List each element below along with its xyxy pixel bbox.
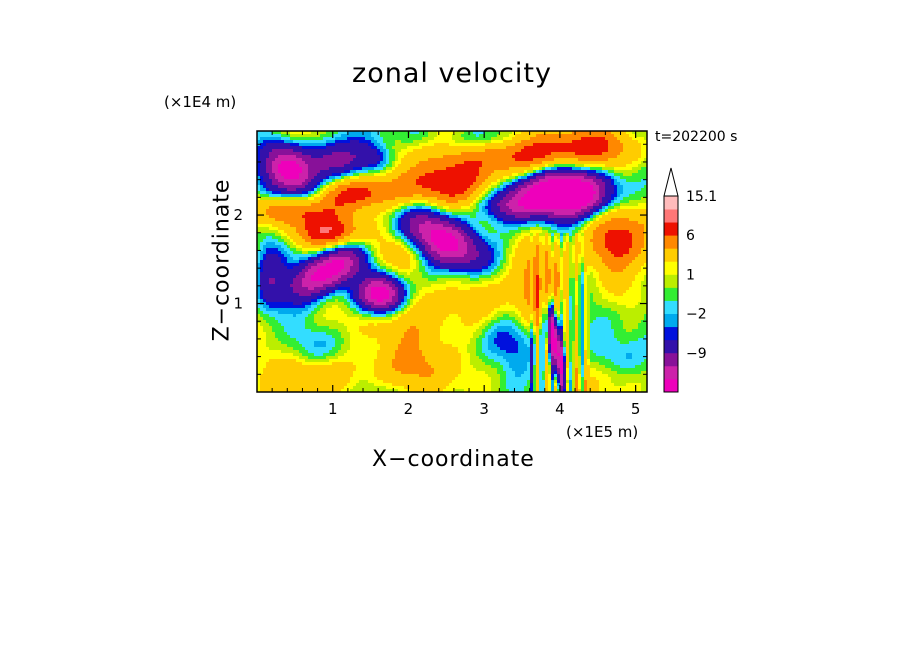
colorbar-swatch xyxy=(664,365,678,380)
colorbar-swatch xyxy=(664,339,678,354)
colorbar-swatch xyxy=(664,261,678,275)
colorbar-swatch xyxy=(664,196,678,210)
colorbar-label: 1 xyxy=(686,267,695,283)
colorbar-label: 6 xyxy=(686,228,695,244)
x-axis-unit: (×1E5 m) xyxy=(566,423,639,441)
colorbar-swatch xyxy=(664,313,678,328)
x-tick-label: 4 xyxy=(555,400,565,418)
colorbar-swatch xyxy=(664,300,678,314)
y-tick-label: 1 xyxy=(233,295,243,313)
x-tick-label: 1 xyxy=(328,400,338,418)
colorbar-swatch xyxy=(664,209,678,223)
time-label: t=202200 s xyxy=(655,129,738,145)
colorbar-label: 15.1 xyxy=(686,189,717,205)
colorbar-extend-arrow xyxy=(663,167,679,197)
colorbar-swatch xyxy=(664,222,678,236)
plot-frame xyxy=(256,130,648,393)
x-tick-label: 2 xyxy=(404,400,414,418)
colorbar-swatch xyxy=(664,274,678,288)
axes: 1 2 3 4 5 1 2 xyxy=(233,131,647,418)
x-axis-label: X−coordinate xyxy=(372,447,535,472)
colorbar-frame xyxy=(663,195,679,393)
z-axis-unit: (×1E4 m) xyxy=(164,93,237,111)
colorbar-swatch xyxy=(664,287,678,301)
colorbar-swatch xyxy=(664,378,678,393)
contour-field xyxy=(257,131,647,392)
colorbar-swatch xyxy=(664,235,678,249)
y-tick-label: 2 xyxy=(233,206,243,224)
chart-title: zonal velocity xyxy=(352,58,552,89)
colorbar-swatch xyxy=(664,248,678,262)
x-tick-label: 3 xyxy=(479,400,489,418)
colorbar-swatch xyxy=(664,326,678,341)
colorbar: 15.1 6 1 −2 −9 xyxy=(663,167,717,393)
colorbar-label: −2 xyxy=(686,307,707,323)
colorbar-swatch xyxy=(664,352,678,367)
colorbar-label: −9 xyxy=(686,346,707,362)
x-tick-label: 5 xyxy=(631,400,641,418)
